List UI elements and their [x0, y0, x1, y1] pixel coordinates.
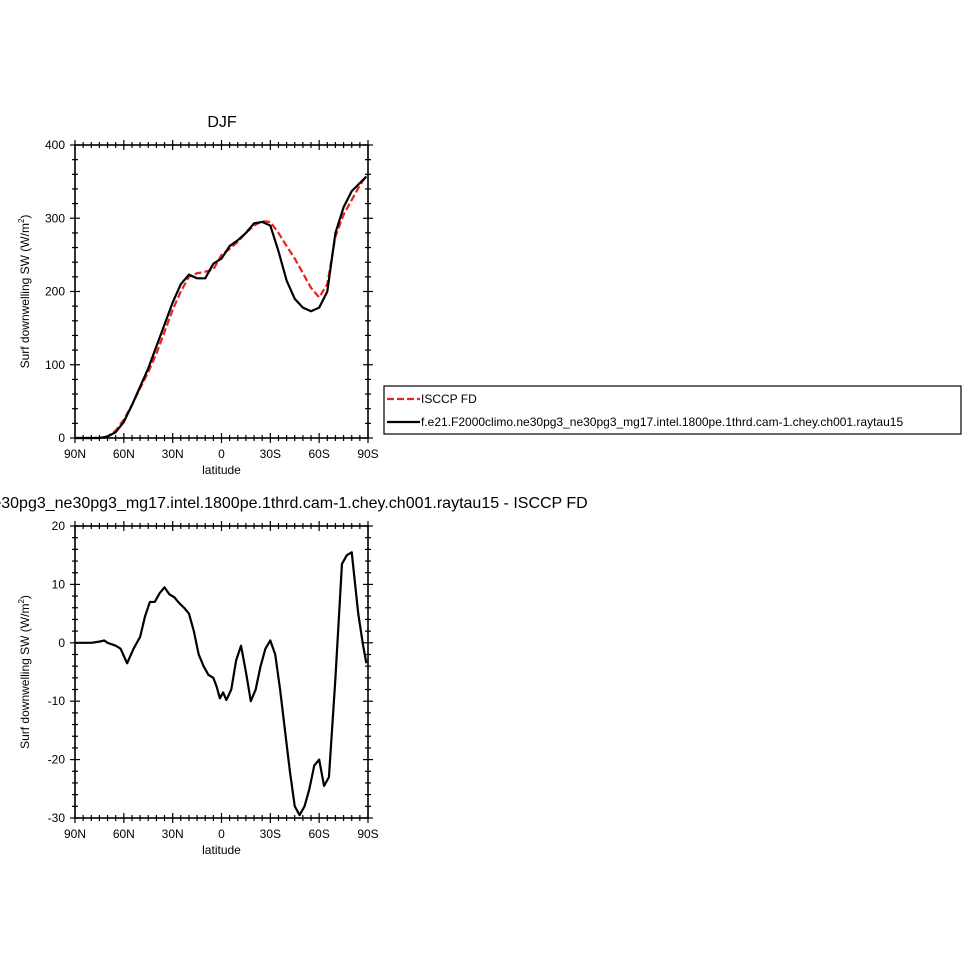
legend-entry-label: f.e21.F2000climo.ne30pg3_ne30pg3_mg17.in…	[421, 415, 903, 429]
y-tick-label: 400	[45, 138, 65, 152]
y-tick-label: 100	[45, 358, 65, 372]
x-tick-label: 90S	[357, 827, 378, 841]
x-tick-label: 60N	[113, 827, 135, 841]
x-tick-label: 30N	[162, 447, 184, 461]
x-tick-label: 30N	[162, 827, 184, 841]
x-tick-label: 90N	[64, 827, 86, 841]
y-tick-label: -30	[48, 811, 66, 825]
x-tick-label: 30S	[260, 827, 281, 841]
y-tick-label: 20	[52, 519, 66, 533]
y-tick-label: 200	[45, 285, 65, 299]
y-tick-label: -10	[48, 694, 66, 708]
y-tick-label: -20	[48, 753, 66, 767]
x-tick-label: 30S	[260, 447, 281, 461]
legend-box	[383, 385, 962, 435]
x-tick-label: 0	[218, 827, 225, 841]
x-axis-label: latitude	[202, 843, 241, 857]
bottom-series-1	[75, 551, 368, 817]
y-tick-label: 0	[58, 431, 65, 445]
plot-frame	[74, 525, 369, 819]
x-tick-label: 90N	[64, 447, 86, 461]
y-axis-label: Surf downwelling SW (W/m2)	[17, 215, 32, 369]
legend-entry-label: ISCCP FD	[421, 392, 477, 406]
x-tick-label: 60N	[113, 447, 135, 461]
x-axis-label: latitude	[202, 463, 241, 477]
y-tick-label: 0	[58, 636, 65, 650]
top-panel-djf: DJF 90N 60N 30N 0 30S 60S 90S 0 100 200 300 400 latit…	[17, 114, 379, 477]
x-tick-label: 90S	[357, 447, 378, 461]
legend: ISCCP FD f.e21.F2000climo.ne30pg3_ne30pg3…	[383, 385, 962, 435]
panel-title: f.e21.F2000climo.ne30pg3_ne30pg3_mg17.in…	[0, 495, 588, 512]
panel-title: DJF	[207, 114, 237, 131]
x-tick-label: 60S	[308, 827, 329, 841]
y-tick-label: 300	[45, 211, 65, 225]
y-axis-label: Surf downwelling SW (W/m2)	[17, 595, 32, 749]
x-tick-label: 0	[218, 447, 225, 461]
top-series-1	[75, 175, 368, 440]
top-series-2	[75, 175, 368, 440]
bottom-panel-difference: f.e21.F2000climo.ne30pg3_ne30pg3_mg17.in…	[0, 495, 588, 857]
x-tick-label: 60S	[308, 447, 329, 461]
y-tick-label: 10	[52, 577, 66, 591]
